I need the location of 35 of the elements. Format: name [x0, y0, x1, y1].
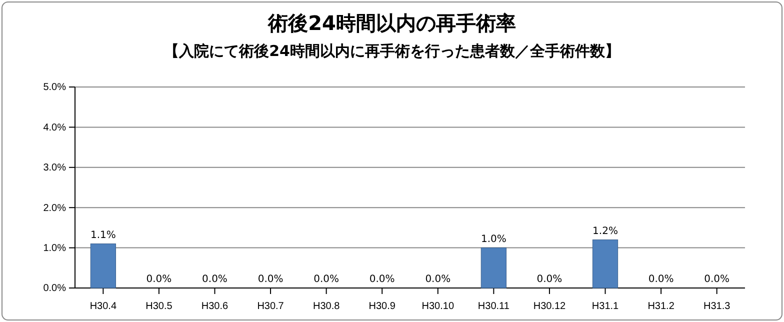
x-tick-label: H30.7 [257, 301, 284, 312]
x-tick-label: H30.9 [368, 301, 396, 312]
y-tick-label: 4.0% [43, 122, 66, 134]
bar [480, 248, 506, 288]
data-label: 0.0% [704, 274, 730, 285]
x-tick-label: H30.5 [146, 301, 173, 312]
data-label: 1.1% [90, 230, 116, 241]
data-label: 0.0% [202, 274, 228, 285]
x-tick-label: H31.1 [592, 301, 620, 312]
y-tick-label: 0.0% [43, 283, 66, 294]
y-tick-label: 2.0% [43, 202, 66, 214]
bar [90, 244, 116, 288]
x-tick-label: H30.12 [533, 301, 566, 312]
x-tick-label: H30.6 [201, 301, 229, 312]
chart-subtitle: 【入院にて術後24時間以内に再手術を行った患者数／全手術件数】 [164, 42, 620, 60]
data-label: 0.0% [536, 274, 562, 285]
x-tick-label: H30.4 [90, 301, 117, 312]
y-tick-label: 1.0% [43, 243, 66, 254]
x-tick-label: H30.10 [422, 301, 454, 312]
data-label: 1.0% [480, 234, 506, 245]
data-label: 0.0% [314, 274, 340, 285]
bar [592, 240, 618, 288]
chart-title: 術後24時間以内の再手術率 [267, 11, 516, 35]
data-label: 1.2% [592, 226, 618, 237]
data-label: 0.0% [258, 274, 284, 285]
x-tick-label: H31.2 [648, 301, 675, 312]
x-tick-label: H31.3 [703, 301, 731, 312]
data-label: 0.0% [146, 274, 172, 285]
x-tick-label: H30.8 [312, 301, 340, 312]
data-label: 0.0% [369, 274, 395, 285]
data-label: 0.0% [425, 274, 451, 285]
x-tick-label: H30.11 [478, 301, 510, 312]
data-label: 0.0% [648, 274, 674, 285]
y-tick-label: 5.0% [43, 82, 66, 94]
y-tick-label: 3.0% [43, 162, 66, 174]
